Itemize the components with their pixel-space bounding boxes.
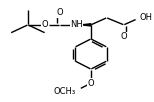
Polygon shape [81,24,91,26]
Text: OH: OH [140,13,153,22]
Text: O: O [56,8,63,17]
Text: NH: NH [70,20,83,29]
Text: O: O [88,79,94,88]
Text: O: O [42,20,48,29]
Text: O: O [121,32,127,41]
Text: OCH₃: OCH₃ [53,87,75,96]
